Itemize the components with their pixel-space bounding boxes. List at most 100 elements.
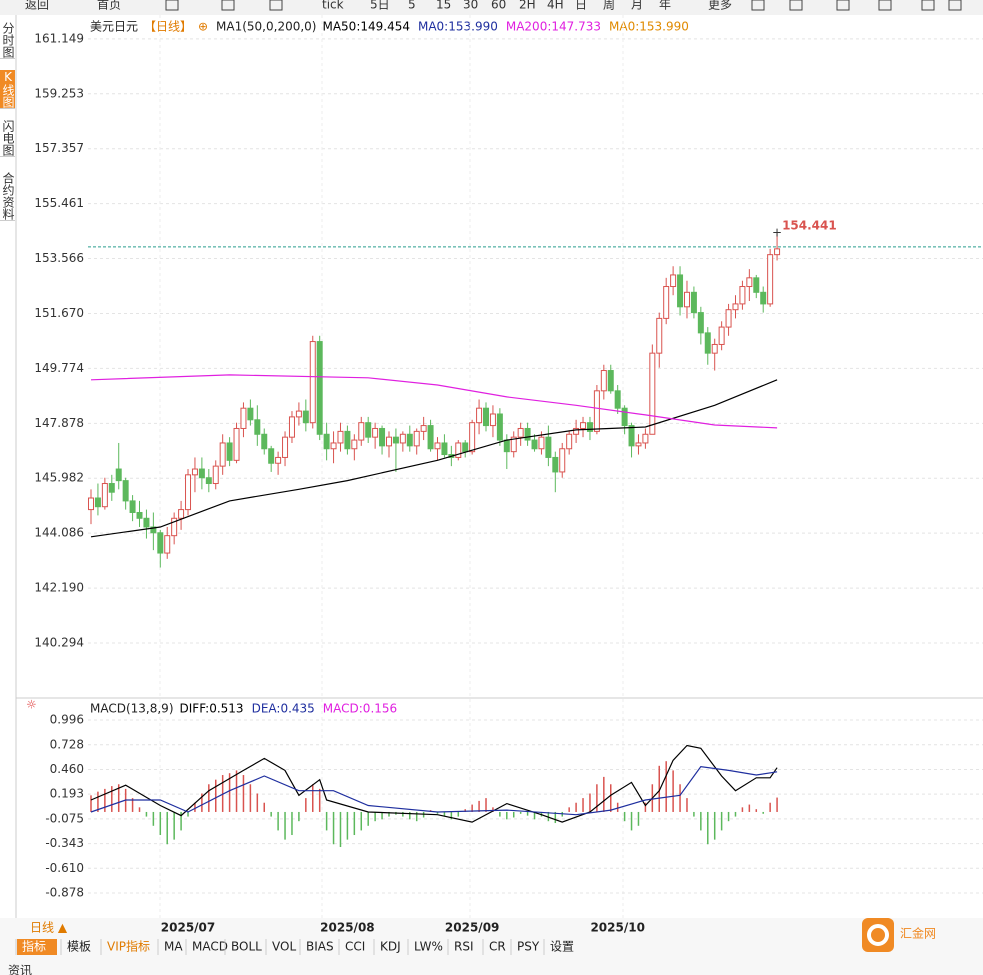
toolbar-button[interactable]: 2H bbox=[519, 0, 536, 12]
toolbar-button[interactable]: 年 bbox=[659, 0, 671, 12]
toolbar-button[interactable]: 60 bbox=[491, 0, 506, 12]
bottom-tab[interactable]: CCI bbox=[345, 940, 365, 954]
candle-body bbox=[101, 483, 108, 508]
y-tick-label: 149.774 bbox=[34, 361, 84, 375]
bottom-tab[interactable]: 设置 bbox=[550, 940, 574, 954]
toolbar-icon[interactable] bbox=[836, 0, 850, 11]
legend-title: MACD(13,8,9) bbox=[90, 702, 174, 716]
candle-body bbox=[344, 430, 351, 450]
toolbar-button[interactable]: tick bbox=[322, 0, 344, 12]
legend-title: 美元日元 bbox=[90, 20, 138, 34]
toolbar-button[interactable]: 5日 bbox=[370, 0, 390, 12]
candle-body bbox=[295, 410, 302, 418]
candle-body bbox=[365, 422, 372, 438]
candle-body bbox=[476, 407, 483, 424]
toolbar-button[interactable]: 5 bbox=[408, 0, 416, 12]
legend-period: 【日线】 bbox=[144, 20, 192, 34]
bottom-tab[interactable]: PSY bbox=[517, 940, 540, 954]
candle-body bbox=[656, 317, 663, 354]
candle-body bbox=[399, 433, 406, 444]
candle-body bbox=[434, 442, 441, 450]
candle-body bbox=[531, 439, 538, 450]
toolbar-button[interactable]: 30 bbox=[463, 0, 478, 12]
y-tick-label: -0.075 bbox=[45, 811, 84, 825]
side-tab[interactable]: K线图 bbox=[0, 70, 15, 109]
candle-body bbox=[774, 248, 781, 256]
candle-body bbox=[510, 436, 517, 453]
toolbar-button[interactable]: 返回 bbox=[25, 0, 49, 12]
candle-body bbox=[621, 407, 628, 427]
period-tab[interactable]: 日线 ▲ bbox=[30, 921, 68, 935]
toolbar-icon[interactable] bbox=[221, 0, 235, 11]
candle-body bbox=[455, 442, 462, 458]
candle-body bbox=[254, 419, 261, 435]
candle-body bbox=[732, 303, 739, 311]
side-tab[interactable]: 闪电图 bbox=[0, 120, 15, 157]
toolbar-button[interactable]: 15 bbox=[436, 0, 451, 12]
candle-body bbox=[372, 427, 379, 438]
candle-body bbox=[88, 497, 94, 511]
candle-body bbox=[226, 442, 233, 461]
bottom-tab[interactable]: MA bbox=[164, 940, 183, 954]
candle-body bbox=[462, 442, 469, 453]
side-tab[interactable]: 分时图 bbox=[0, 22, 15, 59]
y-tick-label: 0.460 bbox=[50, 762, 84, 776]
ma-line bbox=[90, 379, 778, 538]
candle-body bbox=[718, 326, 725, 345]
toolbar-icon[interactable] bbox=[878, 0, 892, 11]
candle-body bbox=[725, 309, 732, 328]
candle-body bbox=[711, 343, 718, 354]
bottom-tab[interactable]: MACD bbox=[192, 940, 228, 954]
toolbar-button[interactable]: 日 bbox=[575, 0, 587, 12]
side-tab[interactable]: 合约资料 bbox=[0, 172, 15, 221]
candle-body bbox=[469, 422, 476, 453]
candle-body bbox=[739, 286, 746, 305]
bottom-tab[interactable]: VOL bbox=[272, 940, 296, 954]
toolbar-button[interactable]: 周 bbox=[603, 0, 615, 12]
bottom-tab[interactable]: LW% bbox=[414, 940, 443, 954]
footer-tab[interactable]: 资讯 bbox=[8, 964, 32, 975]
toolbar-icon[interactable] bbox=[921, 0, 935, 11]
candle-body bbox=[524, 427, 531, 441]
y-tick-label: -0.878 bbox=[45, 885, 84, 899]
candle-body bbox=[240, 407, 247, 429]
candle-body bbox=[309, 341, 316, 424]
candle-body bbox=[392, 436, 399, 444]
candle-body bbox=[635, 442, 642, 447]
candle-body bbox=[330, 442, 337, 450]
candle-body bbox=[171, 517, 178, 537]
bottom-tab[interactable]: VIP指标 bbox=[107, 939, 150, 954]
high-marker: + bbox=[772, 226, 782, 240]
candle-body bbox=[268, 448, 275, 464]
bottom-tab[interactable]: 指标 bbox=[22, 939, 46, 954]
bottom-tab[interactable]: RSI bbox=[454, 940, 474, 954]
candle-body bbox=[233, 427, 240, 461]
toolbar-button[interactable]: 首页 bbox=[97, 0, 121, 12]
toolbar-button[interactable]: 更多 bbox=[708, 0, 732, 12]
candle-body bbox=[760, 291, 767, 305]
bottom-tab[interactable]: BOLL bbox=[231, 940, 262, 954]
bottom-tab[interactable]: 模板 bbox=[67, 940, 91, 954]
toolbar-icon[interactable] bbox=[948, 0, 962, 11]
candle-body bbox=[288, 416, 295, 438]
legend-item: MA50:149.454 bbox=[322, 20, 410, 34]
candle-body bbox=[205, 477, 212, 485]
candle-body bbox=[704, 332, 711, 354]
candle-body bbox=[559, 448, 566, 473]
legend-item: DEA:0.435 bbox=[252, 702, 315, 716]
candle-body bbox=[108, 483, 115, 493]
toolbar-button[interactable]: 4H bbox=[547, 0, 564, 12]
toolbar-icon[interactable] bbox=[269, 0, 283, 11]
bottom-tab[interactable]: BIAS bbox=[306, 940, 334, 954]
candle-body bbox=[247, 407, 254, 421]
candle-body bbox=[358, 422, 365, 441]
toolbar-icon[interactable] bbox=[751, 0, 765, 11]
bottom-tab[interactable]: CR bbox=[489, 940, 506, 954]
settings-icon[interactable]: ☼ bbox=[26, 698, 37, 712]
toolbar-icon[interactable] bbox=[789, 0, 803, 11]
bottom-tab[interactable]: KDJ bbox=[380, 940, 401, 954]
toolbar-icon[interactable] bbox=[165, 0, 179, 11]
legend-item: MACD:0.156 bbox=[323, 702, 397, 716]
toolbar-button[interactable]: 月 bbox=[631, 0, 643, 12]
